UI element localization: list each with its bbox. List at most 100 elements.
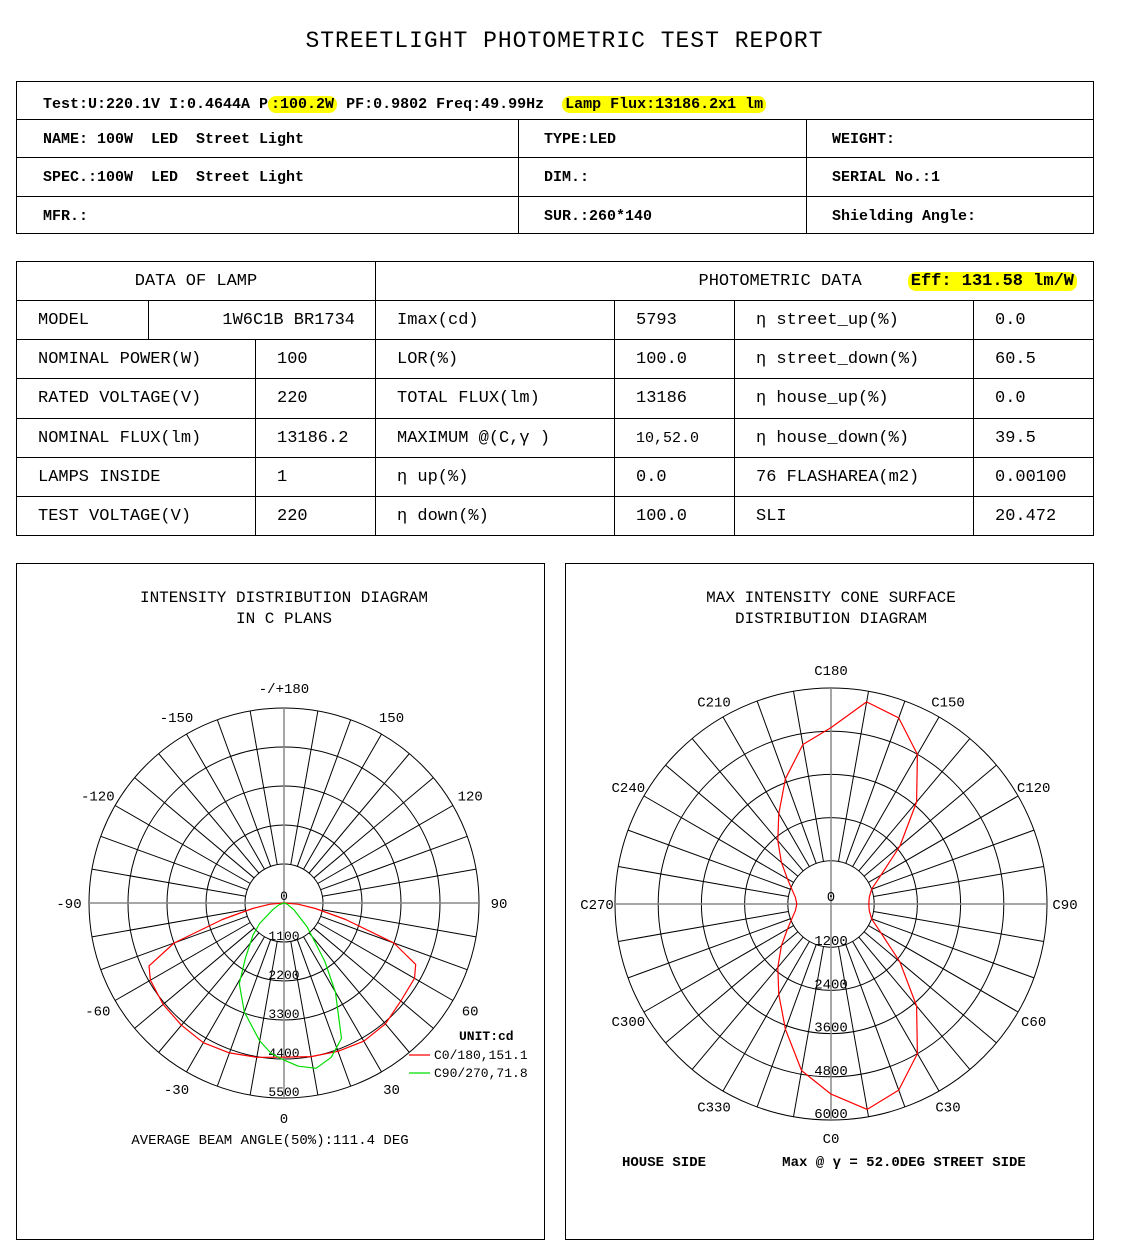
radial-line (216, 719, 272, 867)
info-cell: DIM.: (544, 169, 590, 186)
divider (17, 157, 1094, 158)
photometric-value: 20.472 (974, 497, 1094, 536)
intensity-distribution-chart: INTENSITY DISTRIBUTION DIAGRAM IN C PLANS… (56, 589, 528, 1149)
photometric-value: 5793 (615, 301, 735, 340)
radial-tick-label: 2400 (814, 977, 848, 993)
radial-line (643, 925, 794, 1013)
angle-label: C0 (823, 1132, 840, 1148)
radial-line (722, 716, 810, 867)
house-side-label: HOUSE SIDE (622, 1155, 706, 1171)
radial-line (665, 931, 799, 1044)
photometric-value: 60.5 (974, 340, 1094, 379)
radial-tick-label: 0 (827, 890, 835, 906)
info-cell: SUR.:260*140 (544, 208, 653, 225)
beam-angle-footer: AVERAGE BEAM ANGLE(50%):111.4 DEG (131, 1133, 408, 1149)
radial-tick-label: 4800 (814, 1064, 848, 1080)
angle-label: -30 (164, 1083, 189, 1099)
angle-label: 120 (458, 790, 483, 806)
angle-label: 60 (462, 1005, 479, 1021)
radial-line (845, 700, 906, 864)
radial-tick-label: 2200 (268, 968, 299, 983)
lamp-param-value: 100 (256, 340, 376, 379)
radial-line (249, 941, 278, 1096)
legend-label: C90/270,71.8 (434, 1066, 528, 1081)
angle-label: C300 (612, 1015, 646, 1031)
angle-label: -150 (160, 711, 194, 727)
radial-line (852, 941, 940, 1092)
lamp-param-value: 13186.2 (256, 419, 376, 458)
photometric-header: PHOTOMETRIC DATA Eff: 131.58 lm/W (376, 262, 1094, 301)
series-curve-1 (238, 902, 343, 1069)
radial-tick-label: 3300 (268, 1007, 299, 1022)
radial-line (871, 829, 1035, 890)
radial-tick-label: 1100 (268, 929, 299, 944)
photometric-label: MAXIMUM @(C,γ ) (376, 419, 615, 458)
radial-line (871, 918, 1035, 979)
photometric-value: 0.0 (974, 379, 1094, 419)
radial-line (863, 764, 997, 877)
model-value: 1W6C1B BR1734 (149, 301, 376, 340)
radial-line (873, 865, 1044, 897)
photometric-label: η up(%) (376, 458, 615, 497)
radial-line (868, 925, 1019, 1013)
angle-label: -/+180 (259, 682, 309, 698)
test-line: Test:U:220.1V I:0.4644A P:100.2W PF:0.98… (43, 96, 767, 113)
radial-line (91, 868, 246, 897)
lamp-param-label: NOMINAL POWER(W) (17, 340, 256, 379)
angle-label: C90 (1052, 898, 1077, 914)
radial-tick-label: 5500 (268, 1085, 299, 1100)
radial-line (618, 911, 789, 943)
power-highlight: :100.2W (268, 96, 338, 113)
info-cell: MFR.: (43, 208, 89, 225)
radial-line (838, 691, 870, 862)
cone-diagram-panel: MAX INTENSITY CONE SURFACE DISTRIBUTION D… (565, 563, 1094, 1240)
report-title: STREETLIGHT PHOTOMETRIC TEST REPORT (305, 28, 824, 54)
angle-label: 150 (379, 711, 404, 727)
radial-line (134, 777, 255, 879)
radial-line (134, 927, 255, 1029)
radial-line (722, 941, 810, 1092)
radial-line (691, 738, 804, 872)
unit-label: UNIT:cd (459, 1029, 514, 1044)
radial-line (91, 909, 246, 938)
info-cell: TYPE:LED (544, 131, 617, 148)
radial-line (249, 710, 278, 865)
lamp-param-label: LAMPS INSIDE (17, 458, 256, 497)
radial-tick-label: 1200 (814, 934, 848, 950)
intensity-diagram-panel: INTENSITY DISTRIBUTION DIAGRAM IN C PLANS… (16, 563, 545, 1240)
radial-tick-label: 4400 (268, 1046, 299, 1061)
radial-line (114, 805, 251, 884)
radial-line (863, 931, 997, 1044)
radial-line (303, 936, 382, 1073)
photometric-value: 0.00100 (974, 458, 1094, 497)
radial-line (296, 719, 352, 867)
radial-line (691, 936, 804, 1070)
efficiency-highlight: Eff: 131.58 lm/W (907, 271, 1077, 291)
radial-tick-label: 0 (280, 889, 288, 904)
radial-line (313, 777, 434, 879)
divider (806, 119, 807, 234)
radial-line (618, 865, 789, 897)
angle-label: C240 (612, 781, 646, 797)
radial-line (303, 733, 382, 870)
max-angle-street-side-label: Max @ γ = 52.0DEG STREET SIDE (782, 1155, 1026, 1171)
photometric-label: LOR(%) (376, 340, 615, 379)
lamp-param-label: TEST VOLTAGE(V) (17, 497, 256, 536)
photometric-value: 0.0 (974, 301, 1094, 340)
photometric-label: η down(%) (376, 497, 615, 536)
radial-line (296, 939, 352, 1087)
photometric-label: η house_down(%) (735, 419, 974, 458)
radial-tick-label: 6000 (814, 1107, 848, 1123)
photometric-value: 10,52.0 (615, 419, 735, 458)
photometric-value: 13186 (615, 379, 735, 419)
lamp-param-label: NOMINAL FLUX(lm) (17, 419, 256, 458)
info-cell: SERIAL No.:1 (832, 169, 941, 186)
test-values: Test:U:220.1V I:0.4644A P (43, 96, 269, 113)
data-table: DATA OF LAMP PHOTOMETRIC DATA Eff: 131.58 … (16, 261, 1094, 536)
lamp-param-value: 220 (256, 379, 376, 419)
lamp-data-header: DATA OF LAMP (17, 262, 376, 301)
radial-line (643, 795, 794, 883)
radial-line (627, 829, 791, 890)
radial-line (838, 946, 870, 1117)
radial-line (756, 944, 817, 1108)
